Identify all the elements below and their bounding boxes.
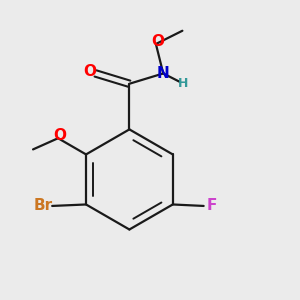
Text: O: O [84,64,97,80]
Text: H: H [178,77,188,90]
Text: N: N [157,66,169,81]
Text: Br: Br [34,198,53,213]
Text: O: O [53,128,66,143]
Text: O: O [151,34,164,49]
Text: F: F [207,198,217,213]
